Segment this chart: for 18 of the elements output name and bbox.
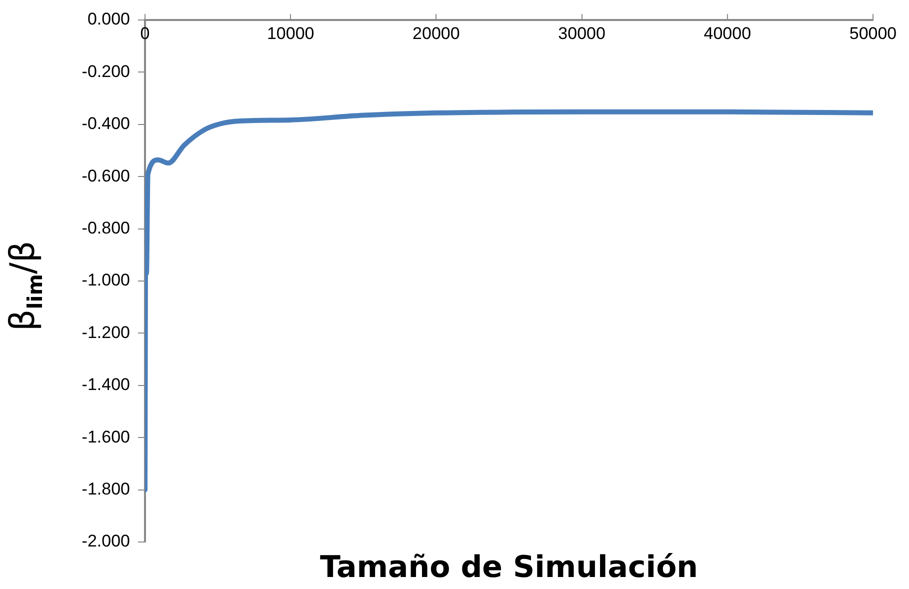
y-tick-label: -2.000: [82, 532, 130, 551]
y-tick-label: 0.000: [87, 10, 130, 29]
y-tick-label: -1.800: [82, 479, 130, 498]
x-tick-label: 10000: [266, 24, 314, 44]
y-tick-label: -0.600: [82, 166, 130, 186]
x-tick-label: 40000: [704, 24, 752, 44]
y-tick-label: -0.400: [82, 114, 130, 134]
y-tick-label: -1.600: [82, 427, 130, 446]
x-tick-label: 50000: [849, 24, 897, 44]
y-tick-label: -1.200: [82, 322, 130, 342]
y-tick-label: -0.800: [82, 218, 130, 238]
y-tick-label: -1.000: [82, 270, 130, 290]
y-tick-label: -1.400: [82, 375, 130, 394]
x-tick-label: 30000: [558, 24, 606, 44]
x-tick-label: 20000: [412, 24, 460, 44]
x-axis-title: Tamaño de Simulación: [318, 550, 700, 585]
x-tick-label: 0: [140, 24, 150, 44]
y-tick-label: -0.200: [82, 62, 130, 81]
